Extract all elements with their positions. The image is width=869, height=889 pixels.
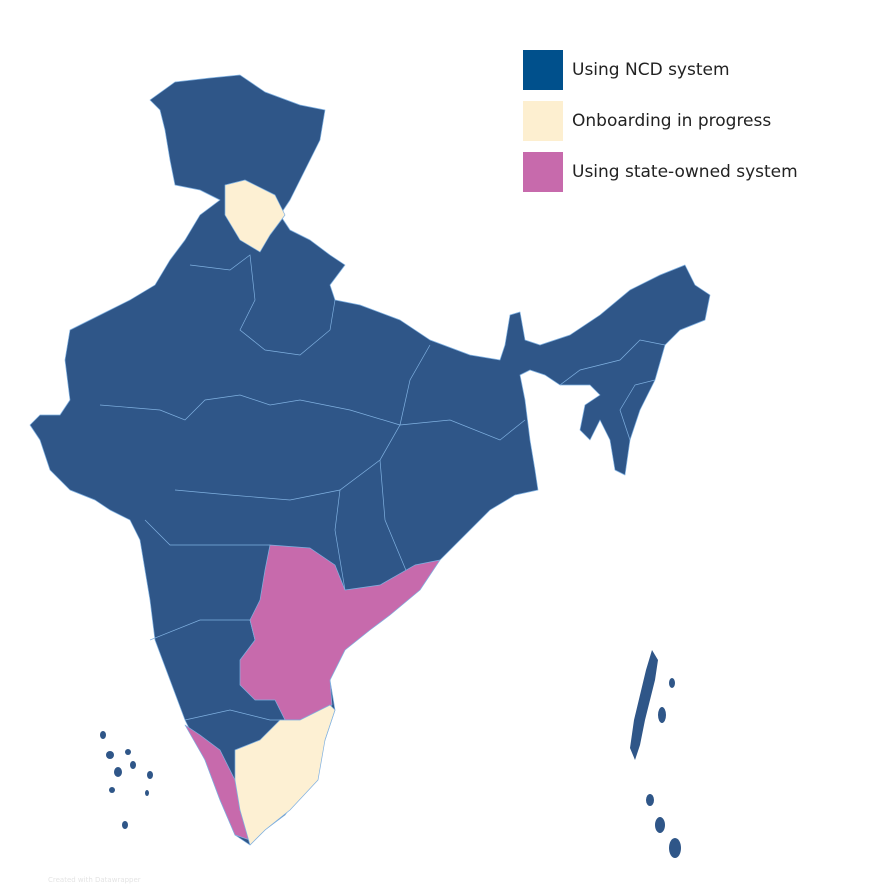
legend-label: Onboarding in progress	[572, 111, 771, 131]
islands	[100, 650, 681, 858]
legend-label: Using NCD system	[572, 60, 730, 80]
legend-swatch	[523, 50, 563, 90]
region-ncd	[29, 74, 711, 846]
region-onboarding	[224, 179, 286, 253]
credit: Created with Datawrapper	[48, 876, 141, 884]
region-onboarding	[234, 704, 336, 846]
legend-swatch	[523, 101, 563, 141]
state-borders	[99, 254, 666, 721]
legend-label: Using state-owned system	[572, 162, 798, 182]
legend: Using NCD system Onboarding in progress Us…	[523, 50, 798, 192]
region-state-system	[239, 544, 441, 721]
legend-swatch	[523, 152, 563, 192]
india-map	[29, 74, 711, 858]
